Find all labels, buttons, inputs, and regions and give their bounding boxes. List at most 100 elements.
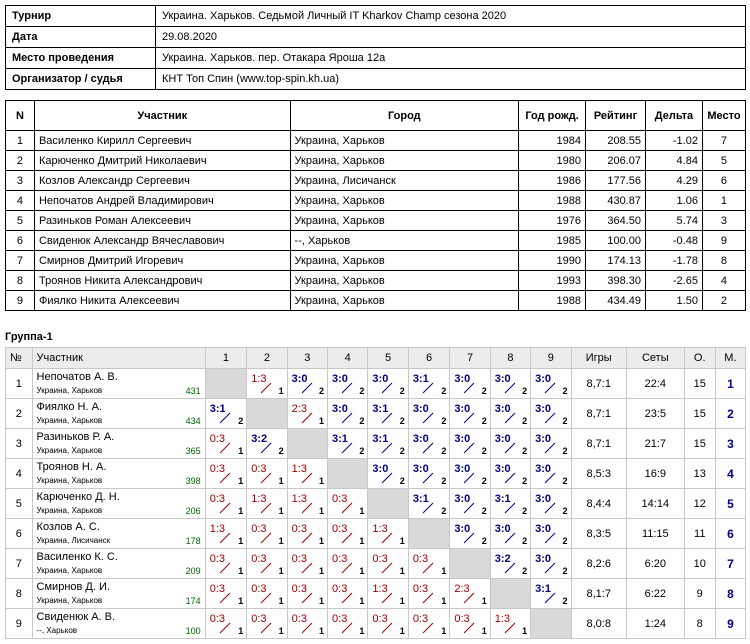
player-name: Фиялко Н. А.	[36, 401, 102, 413]
slash-icon	[260, 562, 272, 574]
slash-icon	[504, 412, 516, 424]
match-score: 1:3	[251, 373, 267, 385]
match-result: 1:3 1	[204, 518, 248, 549]
slash-icon	[301, 622, 312, 634]
slash-icon	[544, 472, 556, 484]
table-cell: 7	[701, 130, 747, 151]
match-points: 2	[562, 536, 568, 546]
player-city: Украина, Харьков	[36, 386, 103, 395]
match-score: 3:2	[494, 553, 511, 565]
match-score: 0:3	[251, 583, 267, 595]
row-number: 3	[5, 428, 33, 459]
match-points: 1	[481, 596, 487, 606]
table-cell: Разиньков Роман Алексеевич	[33, 210, 291, 231]
slash-icon	[422, 592, 434, 604]
row-number: 7	[5, 548, 33, 579]
group-title: Группа-1	[5, 331, 53, 343]
sets-cell: 1:24	[625, 608, 685, 639]
match-score: 0:3	[209, 433, 225, 445]
match-points: 1	[278, 476, 284, 486]
match-score: 0:3	[412, 613, 429, 625]
match-points: 2	[359, 386, 365, 396]
match-points: 2	[562, 386, 568, 396]
column-header: 8	[489, 347, 532, 369]
match-points: 2	[441, 506, 447, 516]
table-cell: 1980	[518, 150, 587, 171]
slash-icon	[422, 382, 434, 394]
match-points: 1	[238, 476, 244, 486]
slash-icon	[260, 622, 272, 634]
match-points: 1	[278, 536, 284, 546]
match-points: 1	[238, 596, 244, 606]
place-cell: 3	[714, 428, 747, 459]
column-header: М.	[714, 347, 747, 369]
match-points: 1	[359, 506, 365, 516]
match-result: 3:0 2	[367, 368, 409, 399]
slash-icon	[464, 502, 475, 514]
match-result: 0:3 1	[286, 518, 329, 549]
match-result: 3:0 2	[449, 518, 491, 549]
match-result: 2:3 1	[286, 398, 329, 429]
slash-icon	[341, 502, 353, 514]
match-score: 0:3	[209, 493, 225, 505]
diagonal-cell	[204, 368, 248, 399]
info-value: КНТ Топ Спин (www.top-spin.kh.ua)	[155, 68, 746, 90]
match-score: 0:3	[209, 463, 225, 475]
match-points: 2	[359, 446, 365, 456]
games-cell: 8,3:5	[570, 518, 627, 549]
slash-icon	[544, 442, 556, 454]
slash-icon	[219, 622, 231, 634]
player-name: Разиньков Р. А.	[36, 431, 115, 443]
match-score: 0:3	[251, 553, 267, 565]
match-result: 3:1 2	[367, 428, 409, 459]
match-points: 1	[238, 446, 244, 456]
player-name: Троянов Н. А.	[36, 461, 107, 473]
match-points: 1	[399, 596, 405, 606]
match-score: 3:0	[291, 373, 308, 385]
match-result: 1:3 1	[246, 368, 288, 399]
match-result: 3:0 2	[367, 458, 409, 489]
match-result: 0:3 1	[449, 608, 491, 639]
player-name: Непочатов А. В.	[36, 371, 118, 383]
match-result: 3:0 2	[530, 488, 572, 519]
sets-cell: 11:15	[625, 518, 685, 549]
match-result: 0:3 1	[204, 488, 248, 519]
place-cell: 7	[714, 548, 747, 579]
points-cell: 8	[683, 608, 716, 639]
table-cell: 100.00	[585, 230, 646, 251]
player-city: Украина, Харьков	[36, 596, 103, 605]
table-cell: 1988	[518, 190, 587, 211]
table-cell: 1976	[518, 210, 587, 231]
match-score: 3:0	[535, 403, 552, 415]
table-cell: 1	[701, 190, 747, 211]
match-result: 3:1 2	[204, 398, 248, 429]
match-result: 3:0 2	[489, 398, 532, 429]
player-cell: Свиденюк А. В. --, Харьков 100	[31, 608, 206, 639]
player-rating: 434	[185, 416, 201, 426]
slash-icon	[464, 472, 475, 484]
match-score: 3:0	[535, 523, 552, 535]
match-result: 3:0 2	[449, 368, 491, 399]
row-number: 5	[5, 488, 33, 519]
games-cell: 8,7:1	[570, 398, 627, 429]
player-name: Козлов А. С.	[36, 521, 100, 533]
slash-icon	[219, 592, 231, 604]
player-rating: 174	[185, 596, 201, 606]
match-points: 1	[481, 626, 487, 636]
table-cell: 398.30	[585, 270, 646, 291]
table-cell: 3	[701, 210, 747, 231]
match-score: 3:0	[412, 433, 429, 445]
table-cell: 6	[701, 170, 747, 191]
slash-icon	[341, 382, 353, 394]
match-score: 3:0	[494, 373, 511, 385]
table-cell: 1993	[518, 270, 587, 291]
slash-icon	[301, 382, 312, 394]
match-points: 1	[319, 596, 325, 606]
table-cell: 9	[5, 290, 35, 311]
match-score: 3:0	[535, 433, 552, 445]
table-cell: 5	[701, 150, 747, 171]
table-cell: 5.74	[644, 210, 703, 231]
slash-icon	[504, 382, 516, 394]
slash-icon	[464, 442, 475, 454]
place-cell: 4	[714, 458, 747, 489]
